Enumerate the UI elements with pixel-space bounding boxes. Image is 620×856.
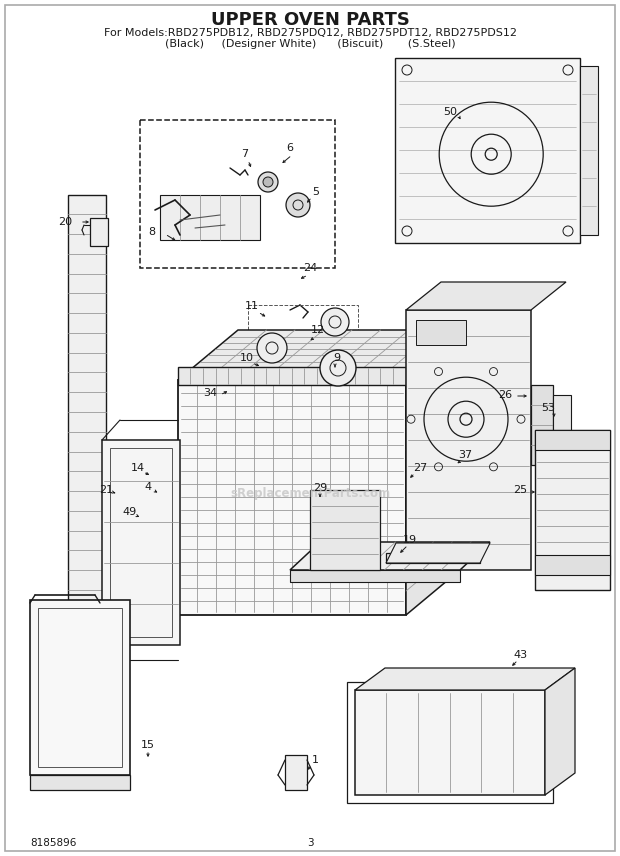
Polygon shape: [545, 668, 575, 795]
Text: 3: 3: [307, 838, 313, 848]
Text: 9: 9: [334, 353, 340, 363]
Polygon shape: [535, 430, 610, 450]
Polygon shape: [535, 555, 610, 575]
Circle shape: [321, 308, 349, 336]
Text: 12: 12: [311, 325, 325, 335]
Polygon shape: [178, 380, 406, 615]
Polygon shape: [580, 66, 598, 235]
Text: 49: 49: [123, 507, 137, 517]
Polygon shape: [406, 282, 566, 310]
Text: For Models:RBD275PDB12, RBD275PDQ12, RBD275PDT12, RBD275PDS12: For Models:RBD275PDB12, RBD275PDQ12, RBD…: [104, 28, 516, 38]
Text: 8185896: 8185896: [30, 838, 76, 848]
Text: 53: 53: [541, 403, 555, 413]
Polygon shape: [160, 195, 260, 240]
Text: 25: 25: [513, 485, 527, 495]
Polygon shape: [416, 320, 466, 345]
Polygon shape: [355, 668, 575, 690]
Polygon shape: [531, 385, 553, 465]
Circle shape: [320, 350, 356, 386]
Text: 19: 19: [403, 535, 417, 545]
Text: 20: 20: [58, 217, 72, 227]
Polygon shape: [68, 195, 106, 630]
Text: 50: 50: [443, 107, 457, 117]
Text: 4: 4: [144, 482, 151, 492]
Circle shape: [286, 193, 310, 217]
Text: (Black)     (Designer White)      (Biscuit)       (S.Steel): (Black) (Designer White) (Biscuit) (S.St…: [165, 39, 455, 49]
Polygon shape: [285, 755, 307, 790]
Text: UPPER OVEN PARTS: UPPER OVEN PARTS: [211, 11, 409, 29]
Polygon shape: [406, 330, 466, 615]
Text: 15: 15: [141, 740, 155, 750]
Polygon shape: [178, 367, 406, 385]
Polygon shape: [310, 490, 380, 570]
Text: 27: 27: [413, 463, 427, 473]
Text: 21: 21: [99, 485, 113, 495]
Text: 29: 29: [313, 483, 327, 493]
Text: 14: 14: [131, 463, 145, 473]
Polygon shape: [553, 395, 571, 450]
Text: 7: 7: [241, 149, 249, 159]
Text: 34: 34: [203, 388, 217, 398]
Polygon shape: [406, 310, 531, 570]
Text: 10: 10: [240, 353, 254, 363]
Circle shape: [263, 177, 273, 187]
Polygon shape: [290, 542, 490, 570]
Polygon shape: [90, 218, 108, 246]
Polygon shape: [290, 570, 460, 582]
Polygon shape: [30, 600, 130, 775]
Polygon shape: [30, 775, 130, 790]
Circle shape: [257, 333, 287, 363]
Text: 26: 26: [498, 390, 512, 400]
Polygon shape: [386, 543, 490, 563]
Text: sReplacementParts.com: sReplacementParts.com: [230, 486, 390, 500]
Text: 43: 43: [513, 650, 527, 660]
Polygon shape: [102, 440, 180, 645]
Polygon shape: [386, 553, 480, 563]
Text: 24: 24: [303, 263, 317, 273]
Text: 5: 5: [312, 187, 319, 197]
Circle shape: [258, 172, 278, 192]
Polygon shape: [178, 330, 466, 380]
Text: 11: 11: [245, 301, 259, 311]
Text: 1: 1: [311, 755, 319, 765]
Text: 6: 6: [286, 143, 293, 153]
Polygon shape: [355, 690, 545, 795]
Polygon shape: [535, 430, 610, 590]
Text: 8: 8: [148, 227, 156, 237]
Polygon shape: [395, 58, 580, 243]
Text: 37: 37: [458, 450, 472, 460]
